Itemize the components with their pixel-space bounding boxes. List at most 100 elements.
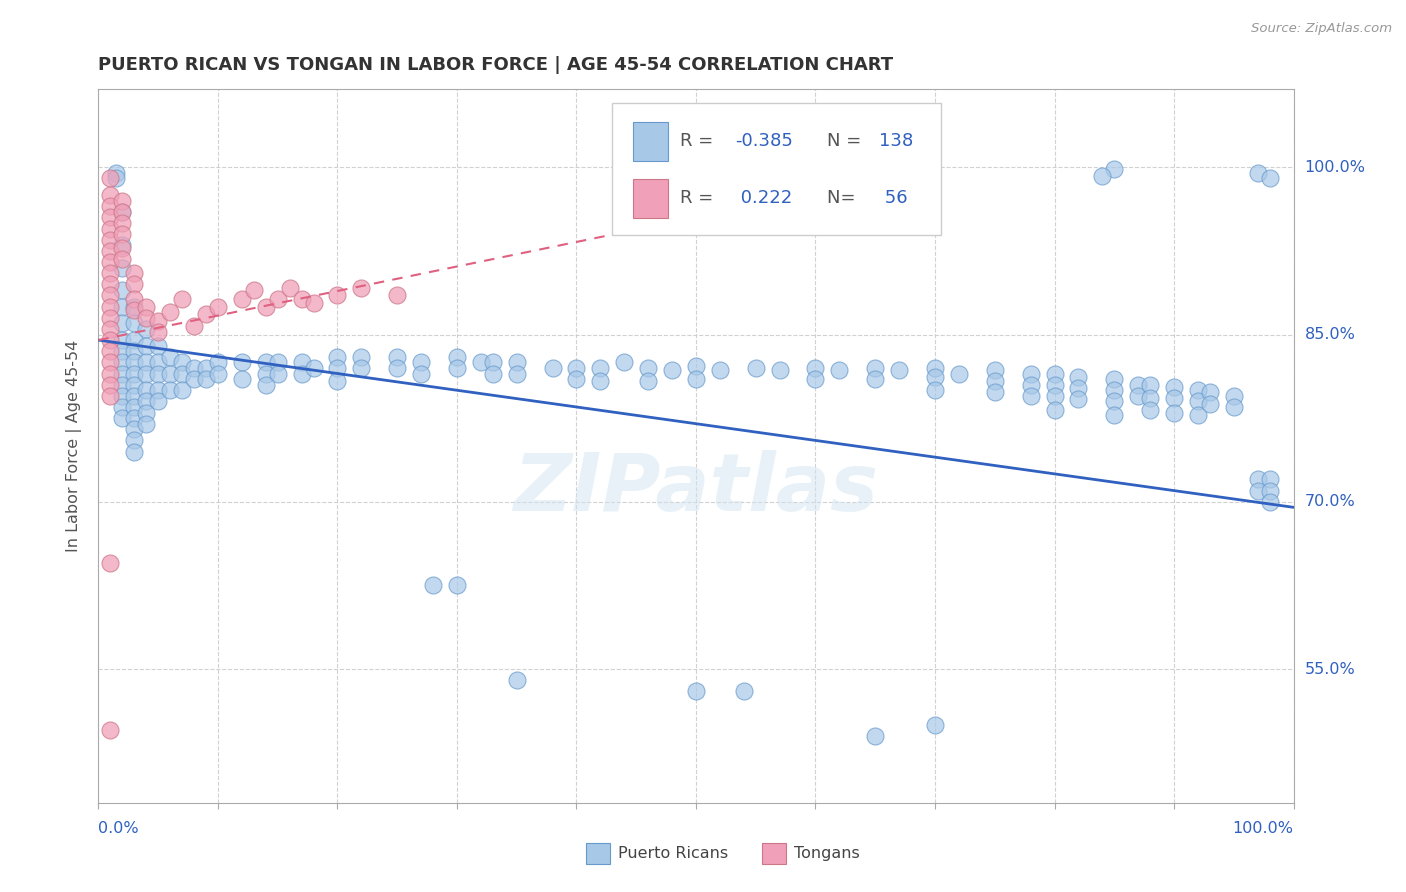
Point xyxy=(98,188,122,202)
Point xyxy=(1258,483,1281,498)
Point xyxy=(350,281,373,295)
Point xyxy=(183,361,205,376)
Point xyxy=(194,372,217,386)
Text: PUERTO RICAN VS TONGAN IN LABOR FORCE | AGE 45-54 CORRELATION CHART: PUERTO RICAN VS TONGAN IN LABOR FORCE | … xyxy=(98,56,894,74)
Point xyxy=(98,333,122,347)
Text: 0.222: 0.222 xyxy=(735,189,793,207)
Point xyxy=(111,367,134,381)
Text: 0.0%: 0.0% xyxy=(98,821,139,836)
FancyBboxPatch shape xyxy=(633,178,668,218)
Point xyxy=(124,444,146,458)
FancyBboxPatch shape xyxy=(586,843,610,864)
Point xyxy=(135,322,157,336)
Point xyxy=(506,367,529,381)
Point xyxy=(613,355,636,369)
Point xyxy=(159,367,181,381)
Point xyxy=(183,372,205,386)
Point xyxy=(148,367,170,381)
Point xyxy=(661,363,683,377)
Text: R =: R = xyxy=(681,132,720,150)
Point xyxy=(385,350,409,364)
Point xyxy=(254,355,277,369)
Point xyxy=(1128,389,1150,403)
Point xyxy=(98,266,122,280)
Point xyxy=(124,367,146,381)
Point xyxy=(326,361,349,376)
Point xyxy=(1163,391,1185,405)
Point xyxy=(1139,391,1161,405)
Point xyxy=(565,361,588,376)
Point xyxy=(889,363,911,377)
Point xyxy=(1258,171,1281,186)
Point xyxy=(231,292,253,306)
Point xyxy=(98,355,122,369)
Point xyxy=(124,434,146,448)
Point xyxy=(290,292,312,306)
Point xyxy=(111,205,134,219)
Point xyxy=(924,384,946,398)
Point xyxy=(124,400,146,414)
Point xyxy=(983,375,1005,389)
Point xyxy=(124,277,146,292)
Point xyxy=(804,372,827,386)
Point xyxy=(111,227,134,242)
Text: N=: N= xyxy=(827,189,862,207)
Point xyxy=(1222,389,1246,403)
Point xyxy=(135,394,157,409)
Point xyxy=(111,333,134,347)
Point xyxy=(506,673,529,688)
Point xyxy=(148,339,170,353)
Point xyxy=(98,171,122,186)
Point xyxy=(124,411,146,425)
Point xyxy=(172,367,194,381)
Point xyxy=(98,244,122,258)
Point xyxy=(98,389,122,403)
Point xyxy=(1043,389,1066,403)
Point xyxy=(1258,473,1281,487)
Point xyxy=(1067,392,1090,407)
Point xyxy=(948,367,970,381)
Point xyxy=(350,361,373,376)
Point xyxy=(111,411,134,425)
Point xyxy=(124,333,146,347)
Point xyxy=(1128,377,1150,392)
Point xyxy=(863,361,886,376)
Point xyxy=(111,238,134,252)
Text: 100.0%: 100.0% xyxy=(1233,821,1294,836)
Point xyxy=(1019,367,1042,381)
Text: Puerto Ricans: Puerto Ricans xyxy=(619,846,728,861)
Point xyxy=(111,377,134,392)
Point xyxy=(124,377,146,392)
Point xyxy=(243,283,266,297)
Text: 56: 56 xyxy=(879,189,907,207)
Text: R =: R = xyxy=(681,189,720,207)
Point xyxy=(385,288,409,302)
Point xyxy=(111,252,134,266)
Point xyxy=(1067,381,1090,395)
Point xyxy=(111,194,134,208)
Text: 70.0%: 70.0% xyxy=(1305,494,1355,509)
Point xyxy=(1222,400,1246,414)
Point xyxy=(98,233,122,247)
Point xyxy=(98,288,122,302)
Point xyxy=(1163,380,1185,394)
Point xyxy=(506,355,529,369)
FancyBboxPatch shape xyxy=(633,121,668,161)
Point xyxy=(924,370,946,384)
Point xyxy=(863,372,886,386)
Point xyxy=(135,310,157,325)
Point xyxy=(148,326,170,340)
Point xyxy=(589,375,612,389)
Point xyxy=(733,684,755,698)
Point xyxy=(278,281,301,295)
Text: N =: N = xyxy=(827,132,868,150)
Point xyxy=(111,241,134,255)
Point xyxy=(207,300,229,314)
Point xyxy=(1139,377,1161,392)
Point xyxy=(135,300,157,314)
Point xyxy=(637,361,659,376)
Point xyxy=(290,367,312,381)
Point xyxy=(124,389,146,403)
Point xyxy=(589,361,612,376)
Point xyxy=(1258,495,1281,509)
